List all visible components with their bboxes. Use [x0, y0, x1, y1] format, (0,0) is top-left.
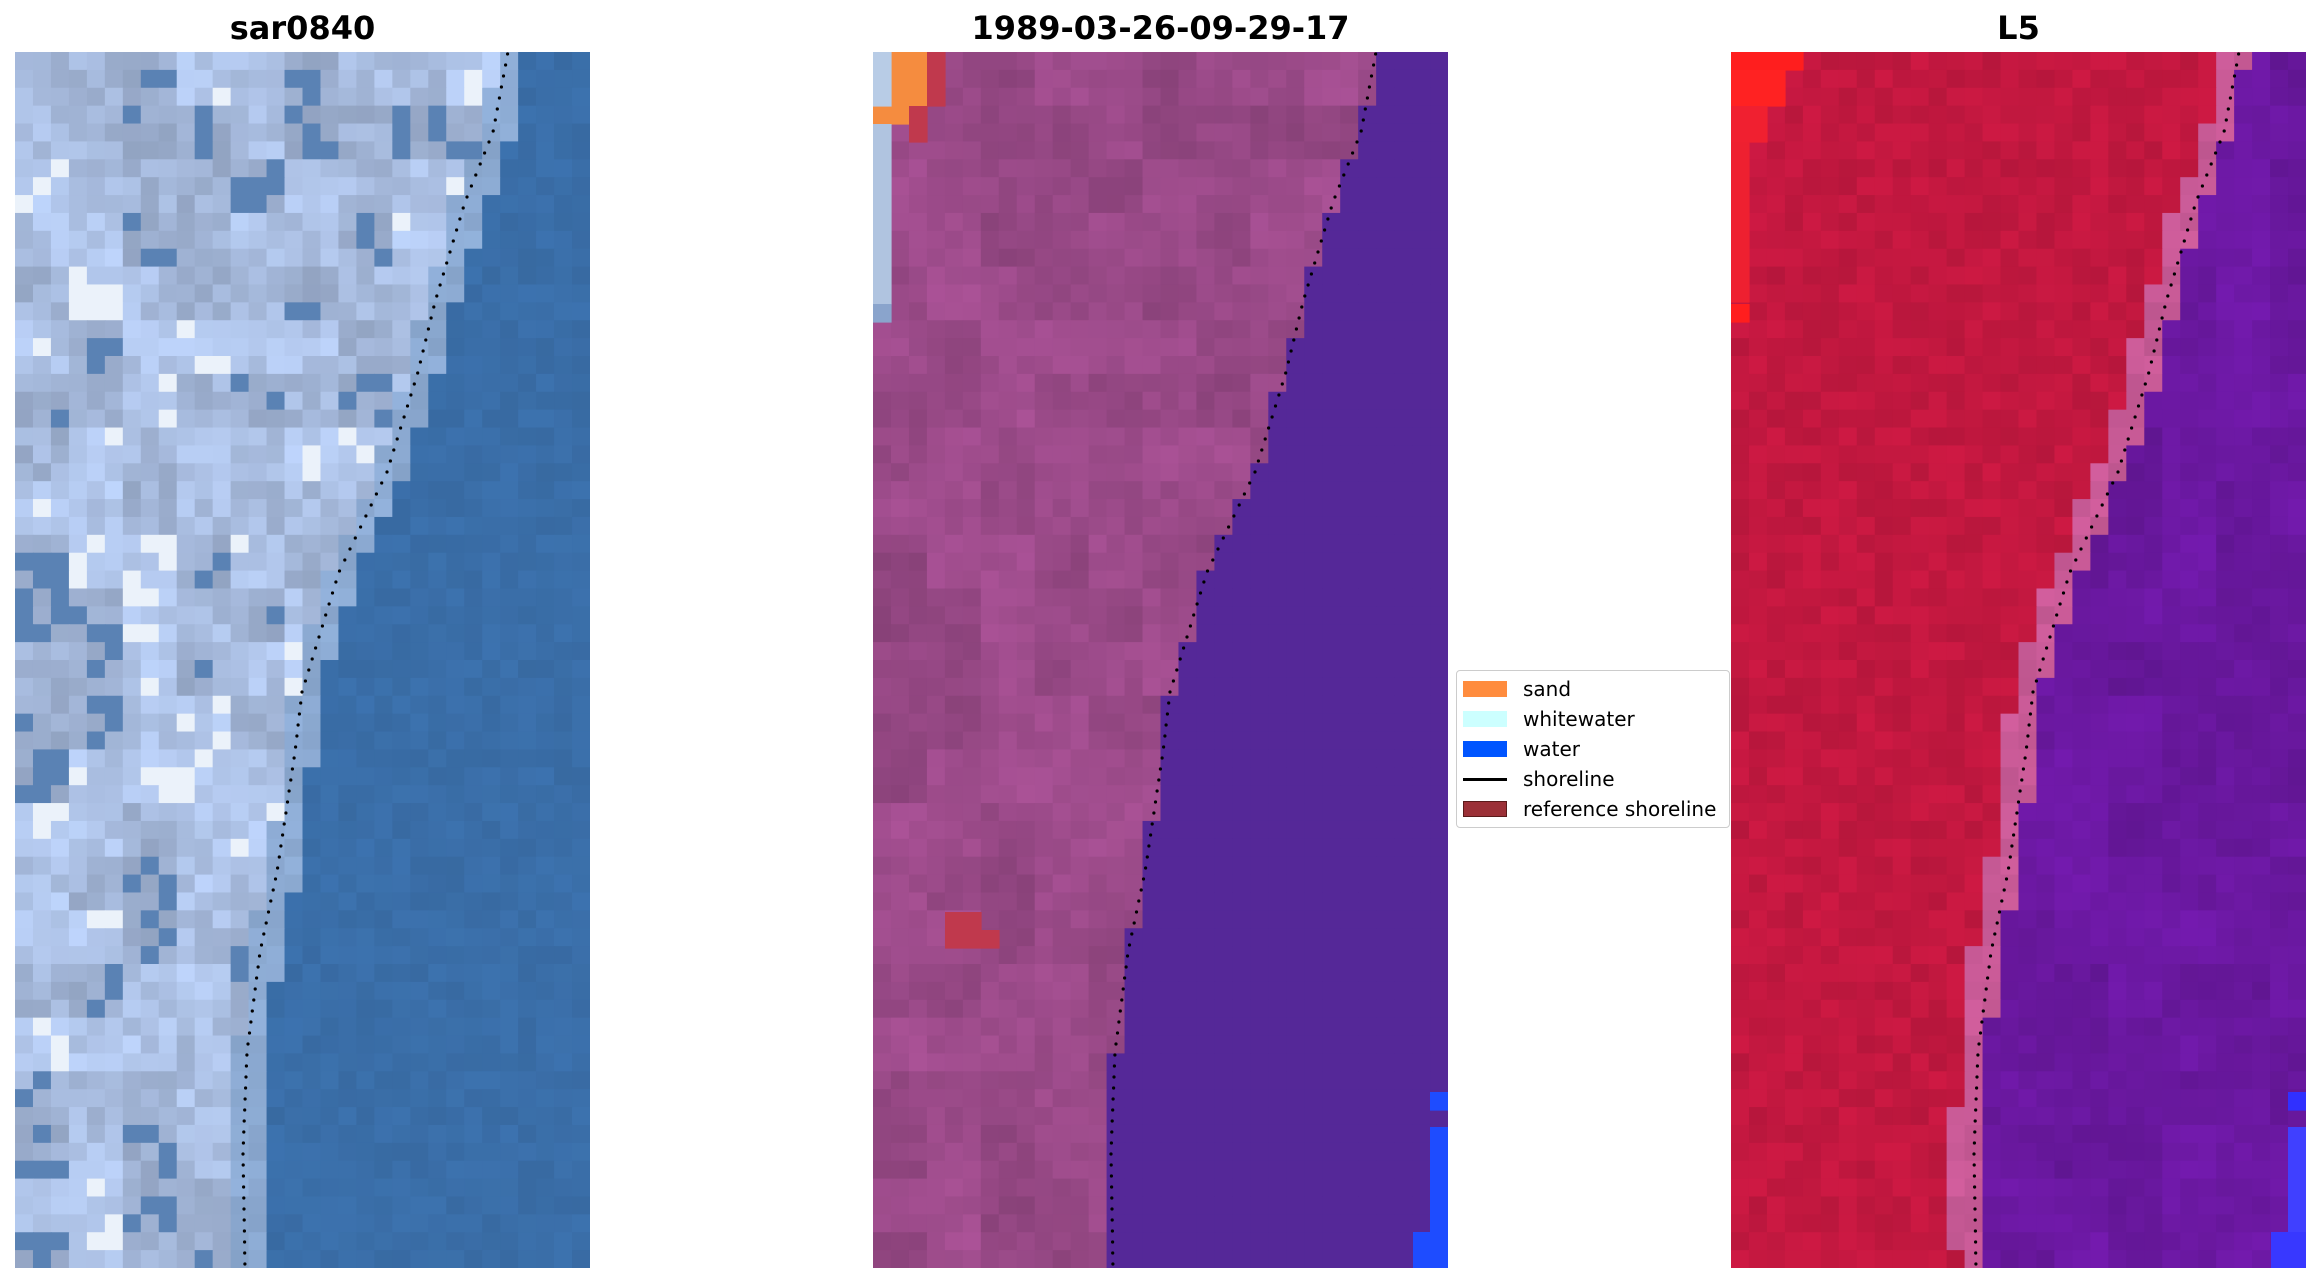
panel-title-rgb: sar0840 [229, 9, 376, 47]
legend-item-reference-shoreline: reference shoreline [1463, 794, 1716, 824]
legend-label-whitewater: whitewater [1523, 707, 1635, 731]
legend-item-shoreline: shoreline [1463, 764, 1615, 794]
legend-item-whitewater: whitewater [1463, 704, 1635, 734]
legend: sand whitewater water shoreline referenc… [1456, 670, 1730, 828]
legend-label-water: water [1523, 737, 1580, 761]
legend-swatch-reference-shoreline [1463, 801, 1507, 817]
rgb-image [15, 52, 590, 1268]
legend-label-reference-shoreline: reference shoreline [1523, 797, 1717, 821]
classified-image-panel [873, 52, 1448, 1268]
legend-swatch-sand [1463, 681, 1507, 697]
legend-swatch-water [1463, 741, 1507, 757]
index-image-panel [1731, 52, 2306, 1268]
legend-label-shoreline: shoreline [1523, 767, 1615, 791]
legend-item-water: water [1463, 734, 1580, 764]
classified-image [873, 52, 1448, 1268]
index-image [1731, 52, 2306, 1268]
panel-title-classified: 1989-03-26-09-29-17 [971, 9, 1350, 47]
legend-line-shoreline [1463, 777, 1507, 781]
shoreline-dots [1972, 52, 2241, 1266]
legend-label-sand: sand [1523, 677, 1572, 701]
panel-title-index: L5 [1997, 9, 2040, 47]
rgb-image-panel [15, 52, 590, 1268]
shoreline-dots [241, 52, 510, 1266]
shoreline-dots [1109, 52, 1378, 1266]
legend-item-sand: sand [1463, 674, 1571, 704]
legend-swatch-whitewater [1463, 711, 1507, 727]
